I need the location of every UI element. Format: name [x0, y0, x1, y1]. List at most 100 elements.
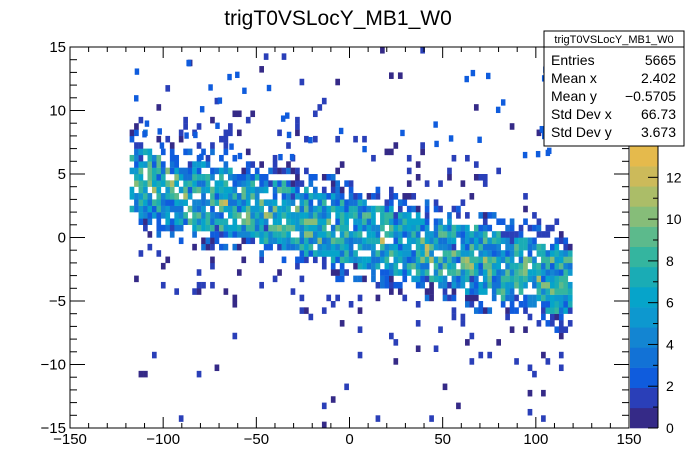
heatmap-bin [389, 199, 394, 206]
heatmap-bin [245, 199, 251, 206]
heatmap-bin [465, 339, 470, 346]
heatmap-bin [232, 224, 238, 232]
heatmap-bin [554, 275, 560, 283]
heatmap-bin [406, 269, 412, 276]
heatmap-bin [169, 186, 175, 194]
heatmap-bin [330, 205, 336, 213]
heatmap-bin [558, 364, 564, 372]
heatmap-bin [196, 205, 202, 213]
heatmap-bin [558, 351, 564, 359]
heatmap-bin [456, 224, 461, 232]
heatmap-bin [375, 294, 381, 302]
heatmap-bin [339, 320, 345, 327]
heatmap-bin [393, 193, 399, 200]
heatmap-bin [219, 174, 224, 181]
heatmap-bin [536, 218, 542, 225]
heatmap-bin [259, 218, 264, 225]
heatmap-bin [451, 224, 457, 232]
heatmap-bin [478, 281, 484, 289]
heatmap-bin [402, 218, 408, 225]
heatmap-bin [554, 218, 560, 225]
heatmap-bin [214, 218, 220, 225]
heatmap-bin [541, 415, 546, 422]
heatmap-bin [160, 193, 166, 200]
heatmap-bin [165, 180, 171, 187]
heatmap-bin [491, 294, 497, 302]
heatmap-bin [174, 224, 180, 232]
heatmap-bin [308, 212, 314, 219]
heatmap-bin [143, 148, 148, 156]
heatmap-bin [330, 262, 336, 270]
heatmap-bin [174, 154, 180, 162]
heatmap-bin [165, 199, 171, 206]
heatmap-bin [460, 199, 466, 206]
heatmap-bin [558, 262, 564, 270]
heatmap-bin [268, 199, 273, 206]
heatmap-bin [138, 212, 144, 219]
heatmap-bin [465, 301, 470, 308]
heatmap-bin [448, 135, 454, 142]
heatmap-bin [527, 224, 533, 232]
heatmap-bin [460, 320, 466, 327]
stats-value: 5665 [645, 52, 676, 68]
heatmap-bin [250, 193, 256, 200]
heatmap-bin [424, 224, 430, 232]
heatmap-bin [505, 294, 510, 302]
heatmap-bin [281, 224, 287, 232]
heatmap-bin [545, 294, 551, 302]
heatmap-bin [192, 218, 197, 225]
heatmap-bin [554, 237, 560, 245]
heatmap-bin [523, 193, 528, 200]
heatmap-bin [487, 262, 493, 270]
heatmap-bin [473, 281, 479, 289]
heatmap-bin [156, 199, 162, 206]
heatmap-bin [460, 250, 466, 257]
heatmap-bin [563, 307, 569, 314]
heatmap-bin [254, 218, 260, 225]
heatmap-bin [357, 199, 363, 206]
heatmap-bin [326, 243, 332, 251]
heatmap-bin [223, 199, 229, 206]
heatmap-bin [272, 167, 278, 175]
heatmap-bin [447, 243, 452, 251]
stats-label: Mean x [551, 70, 597, 86]
heatmap-bin [567, 301, 573, 308]
heatmap-bin [223, 218, 229, 225]
heatmap-bin [160, 199, 166, 206]
heatmap-bin [196, 269, 202, 276]
heatmap-bin [210, 281, 215, 289]
heatmap-bin [505, 256, 510, 264]
heatmap-bin [241, 205, 247, 213]
heatmap-bin [491, 262, 497, 270]
heatmap-bin [442, 383, 448, 391]
heatmap-bin [321, 212, 327, 219]
heatmap-bin [532, 237, 537, 245]
heatmap-bin [500, 99, 506, 106]
heatmap-bin [500, 288, 506, 295]
heatmap-bin [509, 326, 515, 333]
heatmap-bin [496, 231, 502, 238]
heatmap-bin [518, 224, 524, 232]
heatmap-bin [178, 186, 184, 194]
heatmap-bin [317, 218, 323, 225]
heatmap-bin [505, 250, 510, 257]
heatmap-bin [469, 275, 475, 283]
heatmap-bin [491, 243, 497, 251]
heatmap-bin [384, 205, 390, 213]
heatmap-bin [496, 262, 502, 270]
heatmap-bin [335, 243, 341, 251]
heatmap-bin [442, 275, 448, 283]
heatmap-bin [465, 237, 470, 245]
heatmap-bin [509, 275, 515, 283]
heatmap-bin [527, 294, 533, 302]
heatmap-bin [532, 269, 537, 276]
heatmap-bin [491, 237, 497, 245]
heatmap-bin [330, 231, 336, 238]
heatmap-bin [523, 275, 528, 283]
heatmap-bin [362, 199, 367, 206]
heatmap-bin [174, 199, 180, 206]
heatmap-bin [245, 237, 251, 245]
heatmap-bin [545, 307, 551, 314]
heatmap-bin [487, 269, 493, 276]
heatmap-bin [402, 269, 408, 276]
